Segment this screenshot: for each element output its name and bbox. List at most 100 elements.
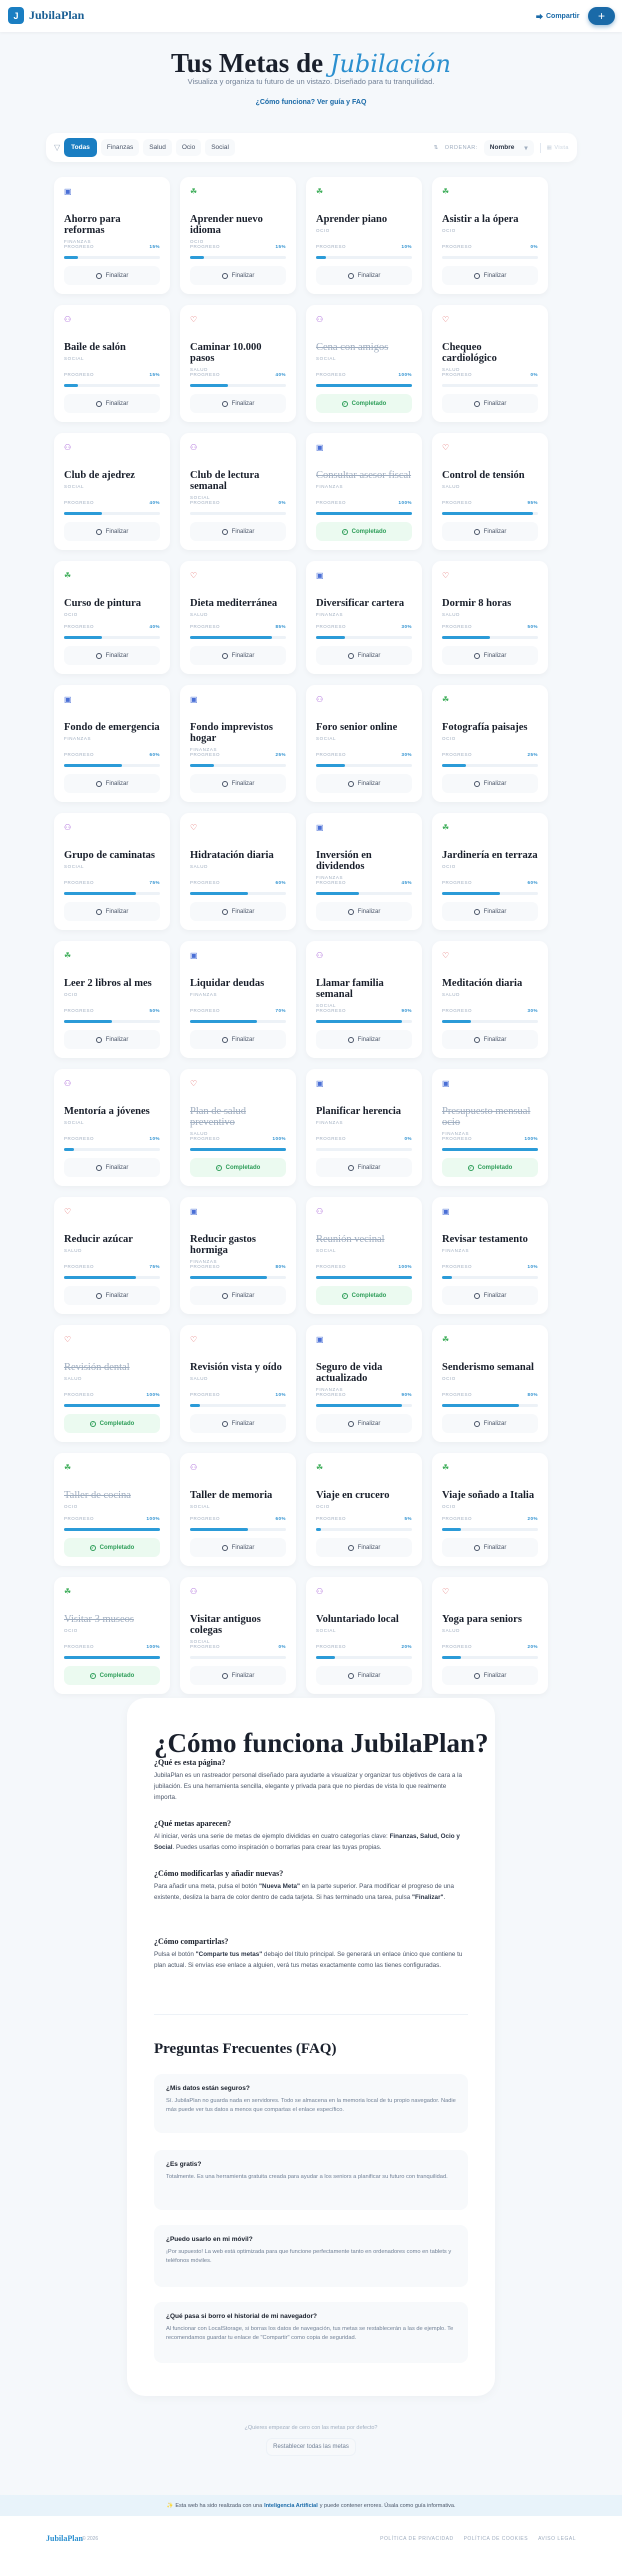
finish-button[interactable]: Finalizar [64, 1158, 160, 1177]
finish-button[interactable]: Finalizar [316, 1538, 412, 1557]
cookies-link[interactable]: POLÍTICA DE COOKIES [463, 2536, 529, 2542]
progress-slider[interactable] [64, 636, 160, 639]
progress-slider[interactable] [316, 512, 412, 515]
progress-slider[interactable] [442, 1020, 538, 1023]
finish-button[interactable]: Finalizar [190, 394, 286, 413]
finish-button[interactable]: Finalizar [190, 1666, 286, 1685]
progress-slider[interactable] [190, 1276, 286, 1279]
filter-social[interactable]: Social [205, 139, 235, 156]
progress-slider[interactable] [190, 1528, 286, 1531]
progress-slider[interactable] [190, 636, 286, 639]
finish-button[interactable]: Finalizar [64, 1030, 160, 1049]
finish-button[interactable]: Finalizar [316, 1158, 412, 1177]
finish-button[interactable]: Finalizar [442, 394, 538, 413]
completed-badge[interactable]: ✓ Completado [316, 1286, 412, 1305]
progress-slider[interactable] [442, 256, 538, 259]
finish-button[interactable]: Finalizar [64, 522, 160, 541]
finish-button[interactable]: Finalizar [442, 1286, 538, 1305]
progress-slider[interactable] [64, 1528, 160, 1531]
finish-button[interactable]: Finalizar [190, 1286, 286, 1305]
completed-badge[interactable]: ✓ Completado [442, 1158, 538, 1177]
finish-button[interactable]: Finalizar [64, 646, 160, 665]
finish-button[interactable]: Finalizar [190, 774, 286, 793]
completed-badge[interactable]: ✓ Completado [64, 1538, 160, 1557]
finish-button[interactable]: Finalizar [316, 774, 412, 793]
finish-button[interactable]: Finalizar [64, 774, 160, 793]
progress-slider[interactable] [316, 1528, 412, 1531]
finish-button[interactable]: Finalizar [316, 902, 412, 921]
completed-badge[interactable]: ✓ Completado [316, 522, 412, 541]
finish-button[interactable]: Finalizar [190, 1538, 286, 1557]
filter-salud[interactable]: Salud [143, 139, 172, 156]
progress-slider[interactable] [190, 1020, 286, 1023]
finish-button[interactable]: Finalizar [190, 522, 286, 541]
finish-button[interactable]: Finalizar [442, 646, 538, 665]
guide-link[interactable]: ¿Cómo funciona? Ver guía y FAQ [255, 99, 367, 106]
finish-button[interactable]: Finalizar [190, 646, 286, 665]
progress-slider[interactable] [442, 892, 538, 895]
progress-slider[interactable] [316, 892, 412, 895]
progress-slider[interactable] [64, 1404, 160, 1407]
finish-button[interactable]: Finalizar [190, 1030, 286, 1049]
progress-slider[interactable] [316, 384, 412, 387]
finish-button[interactable]: Finalizar [316, 1666, 412, 1685]
progress-slider[interactable] [442, 1148, 538, 1151]
logo[interactable]: J JubilaPlan [8, 7, 84, 24]
completed-badge[interactable]: ✓ Completado [64, 1666, 160, 1685]
finish-button[interactable]: Finalizar [442, 774, 538, 793]
filter-ocio[interactable]: Ocio [175, 139, 202, 156]
finish-button[interactable]: Finalizar [64, 1286, 160, 1305]
finish-button[interactable]: Finalizar [442, 522, 538, 541]
finish-button[interactable]: Finalizar [442, 1538, 538, 1557]
completed-badge[interactable]: ✓ Completado [190, 1158, 286, 1177]
progress-slider[interactable] [64, 384, 160, 387]
progress-slider[interactable] [64, 1276, 160, 1279]
finish-button[interactable]: Finalizar [316, 1030, 412, 1049]
finish-button[interactable]: Finalizar [64, 266, 160, 285]
completed-badge[interactable]: ✓ Completado [64, 1414, 160, 1433]
add-goal-button[interactable]: + [588, 7, 615, 25]
reset-button[interactable]: Restablecer todas las metas [266, 2438, 356, 2456]
finish-button[interactable]: Finalizar [190, 1414, 286, 1433]
filter-todas[interactable]: Todas [64, 138, 97, 157]
view-toggle[interactable]: ▦ Vista [547, 145, 569, 151]
legal-link[interactable]: AVISO LEGAL [538, 2536, 576, 2542]
progress-slider[interactable] [442, 1404, 538, 1407]
progress-slider[interactable] [316, 764, 412, 767]
progress-slider[interactable] [316, 1020, 412, 1023]
finish-button[interactable]: Finalizar [316, 646, 412, 665]
progress-slider[interactable] [64, 892, 160, 895]
finish-button[interactable]: Finalizar [442, 266, 538, 285]
progress-slider[interactable] [316, 1404, 412, 1407]
progress-slider[interactable] [64, 1148, 160, 1151]
progress-slider[interactable] [190, 1404, 286, 1407]
finish-button[interactable]: Finalizar [64, 902, 160, 921]
progress-slider[interactable] [64, 764, 160, 767]
progress-slider[interactable] [190, 764, 286, 767]
finish-button[interactable]: Finalizar [64, 394, 160, 413]
progress-slider[interactable] [190, 1148, 286, 1151]
progress-slider[interactable] [64, 1020, 160, 1023]
progress-slider[interactable] [64, 256, 160, 259]
completed-badge[interactable]: ✓ Completado [316, 394, 412, 413]
progress-slider[interactable] [190, 1656, 286, 1659]
progress-slider[interactable] [190, 384, 286, 387]
progress-slider[interactable] [316, 256, 412, 259]
progress-slider[interactable] [442, 764, 538, 767]
finish-button[interactable]: Finalizar [442, 1666, 538, 1685]
progress-slider[interactable] [316, 1656, 412, 1659]
finish-button[interactable]: Finalizar [316, 266, 412, 285]
progress-slider[interactable] [442, 1276, 538, 1279]
sort-select[interactable]: Nombre ▾ [483, 139, 534, 156]
progress-slider[interactable] [64, 512, 160, 515]
finish-button[interactable]: Finalizar [190, 902, 286, 921]
progress-slider[interactable] [316, 636, 412, 639]
progress-slider[interactable] [64, 1656, 160, 1659]
finish-button[interactable]: Finalizar [442, 902, 538, 921]
finish-button[interactable]: Finalizar [442, 1030, 538, 1049]
progress-slider[interactable] [442, 636, 538, 639]
progress-slider[interactable] [190, 892, 286, 895]
progress-slider[interactable] [316, 1276, 412, 1279]
progress-slider[interactable] [442, 384, 538, 387]
finish-button[interactable]: Finalizar [190, 266, 286, 285]
